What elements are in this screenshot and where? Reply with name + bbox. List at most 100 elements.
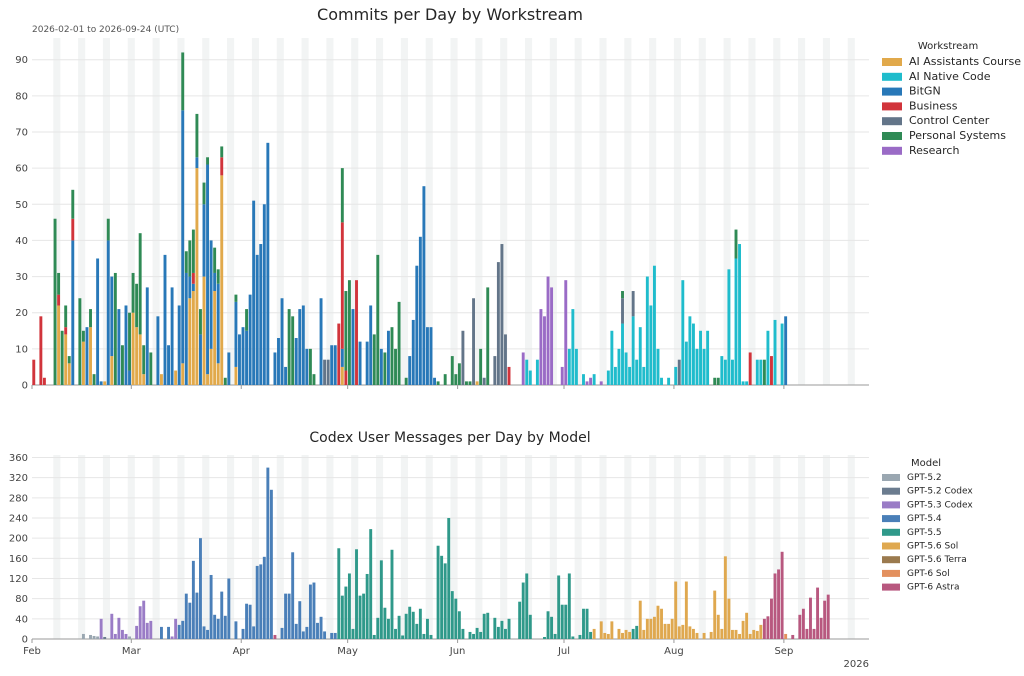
top-bar-personal-systems bbox=[312, 374, 316, 385]
bottom-bar-gpt-5-5 bbox=[504, 628, 507, 639]
bottom-bar-gpt-5-4 bbox=[319, 616, 323, 639]
top-weekend-band bbox=[599, 38, 607, 385]
bottom-bar-gpt-5-4 bbox=[234, 621, 238, 639]
top-chart-plot: 0 10 20 30 40 50 60 70 80 90 bbox=[15, 38, 869, 392]
top-bar-ai-native-code bbox=[649, 305, 653, 385]
bottom-bar-gpt-5-6-sol bbox=[677, 626, 681, 639]
bottom-y-tick-label: 200 bbox=[9, 534, 28, 545]
top-bar-bitgn bbox=[188, 276, 192, 299]
top-bar-business bbox=[340, 222, 344, 349]
top-bar-ai-assistants-course bbox=[110, 356, 114, 385]
bottom-bar-gpt-5-5 bbox=[479, 631, 483, 639]
bottom-bar-gpt-5-5 bbox=[454, 598, 458, 639]
top-bar-business bbox=[355, 280, 358, 385]
top-bar-ai-native-code bbox=[528, 370, 532, 385]
top-bar-ai-native-code bbox=[645, 276, 649, 385]
top-bar-ai-native-code bbox=[582, 374, 585, 385]
bottom-bar-gpt-5-4 bbox=[287, 593, 291, 639]
top-bar-personal-systems bbox=[106, 218, 110, 241]
top-weekend-band bbox=[177, 38, 185, 385]
top-bar-ai-native-code bbox=[592, 374, 596, 385]
bottom-bar-gpt-5-6-sol bbox=[656, 605, 660, 639]
bottom-legend-label-gpt-5-2-codex: GPT-5.2 Codex bbox=[907, 487, 973, 497]
top-legend-swatch-business bbox=[882, 102, 902, 111]
top-bar-personal-systems bbox=[394, 348, 397, 385]
bottom-y-tick-label: 80 bbox=[15, 594, 28, 605]
top-bar-ai-assistants-course bbox=[142, 374, 146, 385]
top-weekend-band bbox=[822, 38, 830, 385]
bottom-bar-gpt-5-6-sol bbox=[684, 581, 688, 639]
top-weekend-band bbox=[78, 38, 86, 385]
top-bar-ai-native-code bbox=[738, 244, 742, 385]
top-bar-personal-systems bbox=[223, 377, 227, 385]
top-bar-bitgn bbox=[184, 272, 188, 385]
bottom-bar-gpt-5-3-codex bbox=[124, 633, 128, 639]
top-weekend-band bbox=[748, 38, 756, 385]
bottom-bar-gpt-5-5 bbox=[631, 628, 635, 639]
bottom-x-tick-label: Jul bbox=[557, 646, 570, 657]
bottom-bar-gpt-5-6-sol bbox=[606, 633, 610, 639]
bottom-weekend-band bbox=[301, 455, 309, 639]
top-bar-ai-assistants-course bbox=[181, 363, 185, 385]
top-weekend-band bbox=[53, 38, 61, 385]
top-bar-research bbox=[599, 381, 603, 385]
top-bar-personal-systems bbox=[113, 272, 117, 385]
top-bar-personal-systems bbox=[713, 377, 717, 385]
bottom-legend-label-gpt-5-5: GPT-5.5 bbox=[907, 528, 942, 538]
top-bar-bitgn bbox=[110, 276, 114, 357]
bottom-bar-gpt-5-5 bbox=[567, 573, 571, 639]
top-bar-personal-systems bbox=[344, 291, 348, 371]
top-bar-personal-systems bbox=[457, 363, 461, 385]
top-bar-bitgn bbox=[305, 348, 309, 385]
top-bar-ai-native-code bbox=[780, 323, 784, 385]
bottom-bar-gpt-5-5 bbox=[450, 591, 454, 639]
top-bar-bitgn bbox=[206, 164, 210, 375]
top-bar-ai-assistants-course bbox=[138, 334, 142, 385]
top-bar-ai-native-code bbox=[688, 316, 692, 385]
top-bar-business bbox=[42, 377, 46, 385]
bottom-bar-gpt-5-5 bbox=[340, 595, 344, 639]
top-bar-personal-systems bbox=[397, 301, 401, 385]
top-bar-ai-assistants-course bbox=[191, 291, 195, 385]
bottom-bar-gpt-6-astra bbox=[826, 594, 830, 639]
top-bar-bitgn bbox=[379, 348, 383, 385]
top-weekend-band bbox=[798, 38, 806, 385]
top-y-tick-label: 40 bbox=[15, 236, 28, 247]
bottom-bar-gpt-6-astra bbox=[812, 628, 816, 639]
bottom-weekend-band bbox=[376, 455, 384, 639]
top-weekend-band bbox=[649, 38, 657, 385]
bottom-bar-gpt-5-5 bbox=[369, 529, 373, 639]
top-bar-ai-assistants-course bbox=[209, 348, 213, 385]
bottom-bar-gpt-5-5 bbox=[408, 606, 412, 639]
top-bar-bitgn bbox=[365, 341, 369, 385]
top-bar-control-center bbox=[326, 359, 330, 385]
top-bar-bitgn bbox=[245, 330, 249, 385]
top-weekend-band bbox=[227, 38, 235, 385]
top-bar-personal-systems bbox=[465, 381, 468, 385]
bottom-weekend-band bbox=[351, 455, 359, 639]
top-bar-bitgn bbox=[386, 330, 390, 385]
bottom-bar-gpt-5-4 bbox=[266, 467, 270, 639]
top-bar-ai-native-code bbox=[691, 323, 695, 385]
bottom-bar-gpt-6-astra bbox=[762, 618, 766, 639]
bottom-bar-gpt-5-5 bbox=[496, 626, 500, 639]
bottom-bar-gpt-5-4 bbox=[216, 618, 220, 639]
top-bar-bitgn bbox=[163, 254, 167, 385]
bottom-bar-gpt-5-5 bbox=[422, 633, 426, 639]
bottom-bar-gpt-6-astra bbox=[805, 628, 809, 639]
x-year-label: 2026 bbox=[844, 659, 869, 670]
top-bar-bitgn bbox=[248, 294, 252, 385]
bottom-bar-gpt-5-6-sol bbox=[649, 618, 653, 639]
bottom-legend-label-gpt-5-4: GPT-5.4 bbox=[907, 514, 942, 524]
top-bar-ai-assistants-course bbox=[195, 168, 199, 385]
bottom-weekend-band bbox=[227, 455, 235, 639]
bottom-bar-gpt-5-5 bbox=[440, 555, 444, 639]
top-bar-bitgn bbox=[369, 305, 373, 385]
bottom-bar-gpt-6-astra bbox=[773, 573, 777, 639]
top-y-tick-label: 30 bbox=[15, 272, 28, 283]
top-bar-bitgn bbox=[422, 186, 426, 385]
bottom-bar-gpt-5-3-codex bbox=[113, 633, 117, 639]
top-bar-ai-native-code bbox=[642, 366, 646, 385]
top-bar-personal-systems bbox=[131, 272, 135, 313]
